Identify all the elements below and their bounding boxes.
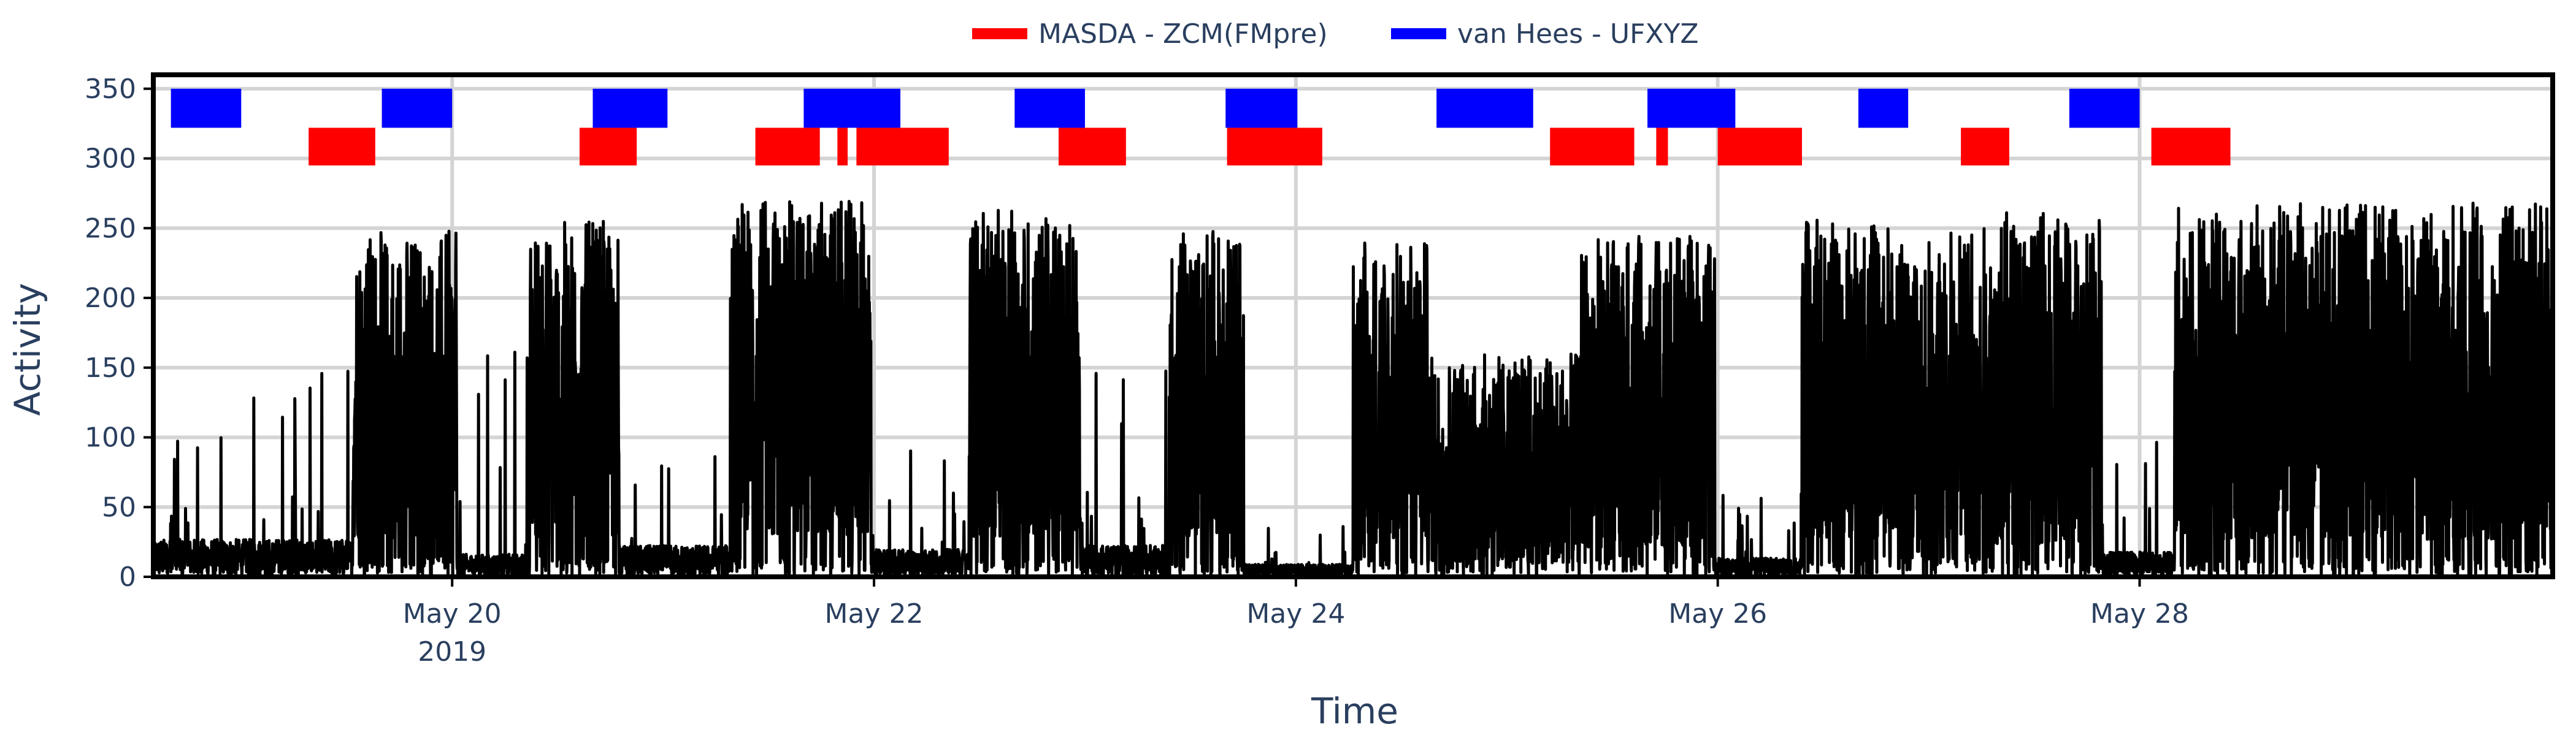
x-tick-label: May 26 [1668,598,1767,630]
sleep-period-bar [837,128,848,166]
legend: MASDA - ZCM(FMpre) van Hees - UFXYZ [972,18,1699,50]
x-tick-label: May 22 [825,598,924,630]
legend-label-vanhees: van Hees - UFXYZ [1457,18,1699,50]
sleep-period-bar [592,88,668,128]
sleep-period-bar [1717,128,1803,166]
sleep-period-bar [2151,128,2231,166]
x-axis-title: Time [1311,690,1398,732]
sleep-period-bar [309,128,375,166]
y-tick-label: 100 [85,422,136,454]
y-tick-label: 200 [85,283,136,314]
sleep-period-bar [856,128,949,166]
sleep-period-bars [171,88,2231,166]
x-tick-sublabel: 2019 [418,636,486,668]
x-tick-label: May 20 [403,598,502,630]
sleep-period-bar [579,128,637,166]
sleep-period-bar [2069,88,2140,128]
activity-trace [151,200,2554,579]
sleep-period-bar [1858,88,1909,128]
sleep-period-bar [755,128,820,166]
x-tick-label: May 24 [1246,598,1345,630]
y-tick-label: 50 [102,492,136,523]
y-tick-label: 150 [85,352,136,384]
y-tick-label: 300 [85,143,136,175]
sleep-period-bar [1225,88,1298,128]
sleep-period-bar [1656,128,1668,166]
sleep-period-bar [1647,88,1736,128]
legend-swatch-vanhees [1391,28,1446,39]
sleep-period-bar [1550,128,1635,166]
sleep-period-bar [1961,128,2009,166]
sleep-period-bar [1436,88,1533,128]
sleep-period-bar [1227,128,1322,166]
x-tick-label: May 28 [2090,598,2189,630]
axes: 0 50 100 150 200 250 300 350 May 20 2019 May 22 May… [85,74,2189,668]
legend-swatch-masda [972,28,1027,39]
activity-series [151,200,2554,579]
sleep-period-bar [1014,88,1085,128]
legend-label-masda: MASDA - ZCM(FMpre) [1038,18,1328,50]
sleep-period-bar [381,88,453,128]
y-tick-label: 0 [119,561,136,593]
y-axis-title: Activity [7,283,48,416]
sleep-period-bar [1058,128,1126,166]
plot-frame [151,72,2555,579]
sleep-period-bar [803,88,901,128]
y-tick-label: 350 [85,74,136,105]
y-tick-label: 250 [85,213,136,244]
sleep-period-bar [171,88,242,128]
